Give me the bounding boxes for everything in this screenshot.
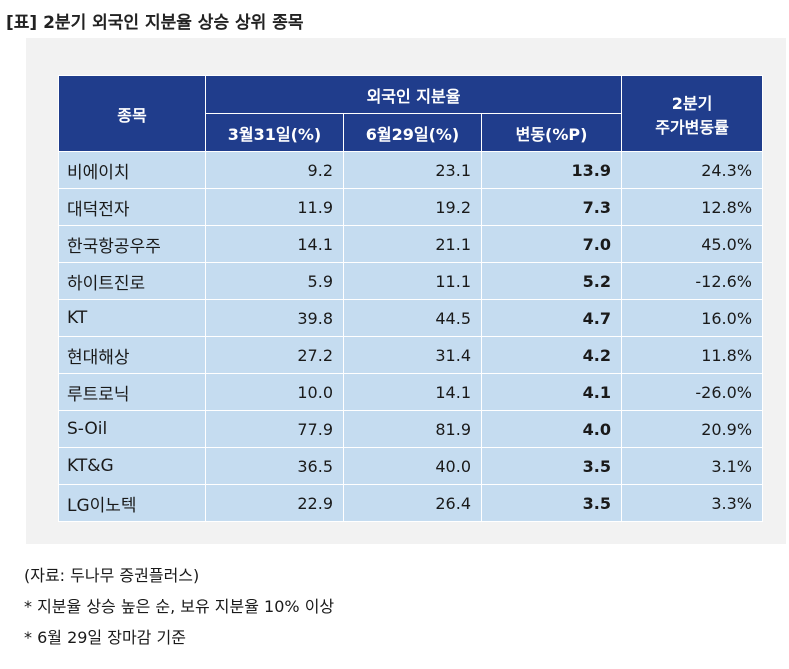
date-note: * 6월 29일 장마감 기준 bbox=[24, 628, 186, 647]
header-jun29: 6월29일(%) bbox=[343, 113, 482, 152]
cell-jun29: 26.4 bbox=[343, 484, 482, 522]
cell-jun29: 40.0 bbox=[343, 447, 482, 485]
header-q2-line1: 2분기 bbox=[671, 93, 713, 113]
cell-change: 4.0 bbox=[480, 410, 623, 448]
table-row: 한국항공우주 14.1 21.1 7.0 45.0% bbox=[58, 225, 764, 263]
cell-mar31: 36.5 bbox=[205, 447, 344, 485]
table-row: 비에이치 9.2 23.1 13.9 24.3% bbox=[58, 151, 764, 189]
table-row: S-Oil 77.9 81.9 4.0 20.9% bbox=[58, 410, 764, 448]
foreign-ownership-table: 종목 외국인 지분율 2분기 주가변동률 3월31일(%) 6월29일(%) 변… bbox=[58, 75, 764, 522]
cell-stock-name: 대덕전자 bbox=[58, 188, 206, 226]
cell-price-change: 12.8% bbox=[621, 188, 764, 226]
cell-jun29: 21.1 bbox=[343, 225, 482, 263]
cell-stock-name: 현대해상 bbox=[58, 336, 206, 374]
cell-mar31: 77.9 bbox=[205, 410, 344, 448]
table-row: KT&G 36.5 40.0 3.5 3.1% bbox=[58, 447, 764, 485]
table-row: LG이노텍 22.9 26.4 3.5 3.3% bbox=[58, 484, 764, 522]
cell-stock-name: LG이노텍 bbox=[58, 484, 206, 522]
cell-stock-name: KT bbox=[58, 299, 206, 337]
cell-price-change: 3.1% bbox=[621, 447, 764, 485]
header-q2-price-change: 2분기 주가변동률 bbox=[621, 75, 764, 152]
cell-mar31: 5.9 bbox=[205, 262, 344, 300]
cell-change: 4.2 bbox=[480, 336, 623, 374]
table-row: 대덕전자 11.9 19.2 7.3 12.8% bbox=[58, 188, 764, 226]
cell-jun29: 23.1 bbox=[343, 151, 482, 189]
table-row: 루트로닉 10.0 14.1 4.1 -26.0% bbox=[58, 373, 764, 411]
cell-mar31: 39.8 bbox=[205, 299, 344, 337]
cell-mar31: 9.2 bbox=[205, 151, 344, 189]
cell-jun29: 14.1 bbox=[343, 373, 482, 411]
cell-jun29: 81.9 bbox=[343, 410, 482, 448]
header-change: 변동(%P) bbox=[480, 113, 623, 152]
cell-change: 4.7 bbox=[480, 299, 623, 337]
cell-stock-name: 비에이치 bbox=[58, 151, 206, 189]
cell-change: 3.5 bbox=[480, 484, 623, 522]
cell-mar31: 27.2 bbox=[205, 336, 344, 374]
cell-change: 7.0 bbox=[480, 225, 623, 263]
criteria-note: * 지분율 상승 높은 순, 보유 지분율 10% 이상 bbox=[24, 597, 335, 616]
cell-change: 4.1 bbox=[480, 373, 623, 411]
cell-change: 13.9 bbox=[480, 151, 623, 189]
cell-jun29: 31.4 bbox=[343, 336, 482, 374]
table-row: 하이트진로 5.9 11.1 5.2 -12.6% bbox=[58, 262, 764, 300]
cell-mar31: 10.0 bbox=[205, 373, 344, 411]
cell-mar31: 11.9 bbox=[205, 188, 344, 226]
header-mar31: 3월31일(%) bbox=[205, 113, 344, 152]
cell-price-change: -12.6% bbox=[621, 262, 764, 300]
table-title: [표] 2분기 외국인 지분율 상승 상위 종목 bbox=[6, 13, 304, 33]
cell-mar31: 22.9 bbox=[205, 484, 344, 522]
source-note: (자료: 두나무 증권플러스) bbox=[24, 566, 200, 585]
cell-stock-name: 루트로닉 bbox=[58, 373, 206, 411]
table-row: 현대해상 27.2 31.4 4.2 11.8% bbox=[58, 336, 764, 374]
cell-jun29: 11.1 bbox=[343, 262, 482, 300]
cell-jun29: 44.5 bbox=[343, 299, 482, 337]
header-q2-line2: 주가변동률 bbox=[655, 117, 729, 137]
header-foreign-ratio: 외국인 지분율 bbox=[204, 75, 623, 114]
cell-change: 3.5 bbox=[480, 447, 623, 485]
table-row: KT 39.8 44.5 4.7 16.0% bbox=[58, 299, 764, 337]
cell-stock-name: 한국항공우주 bbox=[58, 225, 206, 263]
cell-mar31: 14.1 bbox=[205, 225, 344, 263]
header-stock: 종목 bbox=[58, 75, 206, 152]
cell-price-change: 20.9% bbox=[621, 410, 764, 448]
cell-stock-name: KT&G bbox=[58, 447, 206, 485]
cell-price-change: 3.3% bbox=[621, 484, 764, 522]
cell-price-change: 24.3% bbox=[621, 151, 764, 189]
cell-price-change: -26.0% bbox=[621, 373, 764, 411]
cell-price-change: 16.0% bbox=[621, 299, 764, 337]
cell-change: 7.3 bbox=[480, 188, 623, 226]
cell-price-change: 45.0% bbox=[621, 225, 764, 263]
cell-change: 5.2 bbox=[480, 262, 623, 300]
cell-stock-name: S-Oil bbox=[58, 410, 206, 448]
cell-jun29: 19.2 bbox=[343, 188, 482, 226]
cell-stock-name: 하이트진로 bbox=[58, 262, 206, 300]
cell-price-change: 11.8% bbox=[621, 336, 764, 374]
footnotes: (자료: 두나무 증권플러스) * 지분율 상승 높은 순, 보유 지분율 10… bbox=[24, 560, 334, 653]
